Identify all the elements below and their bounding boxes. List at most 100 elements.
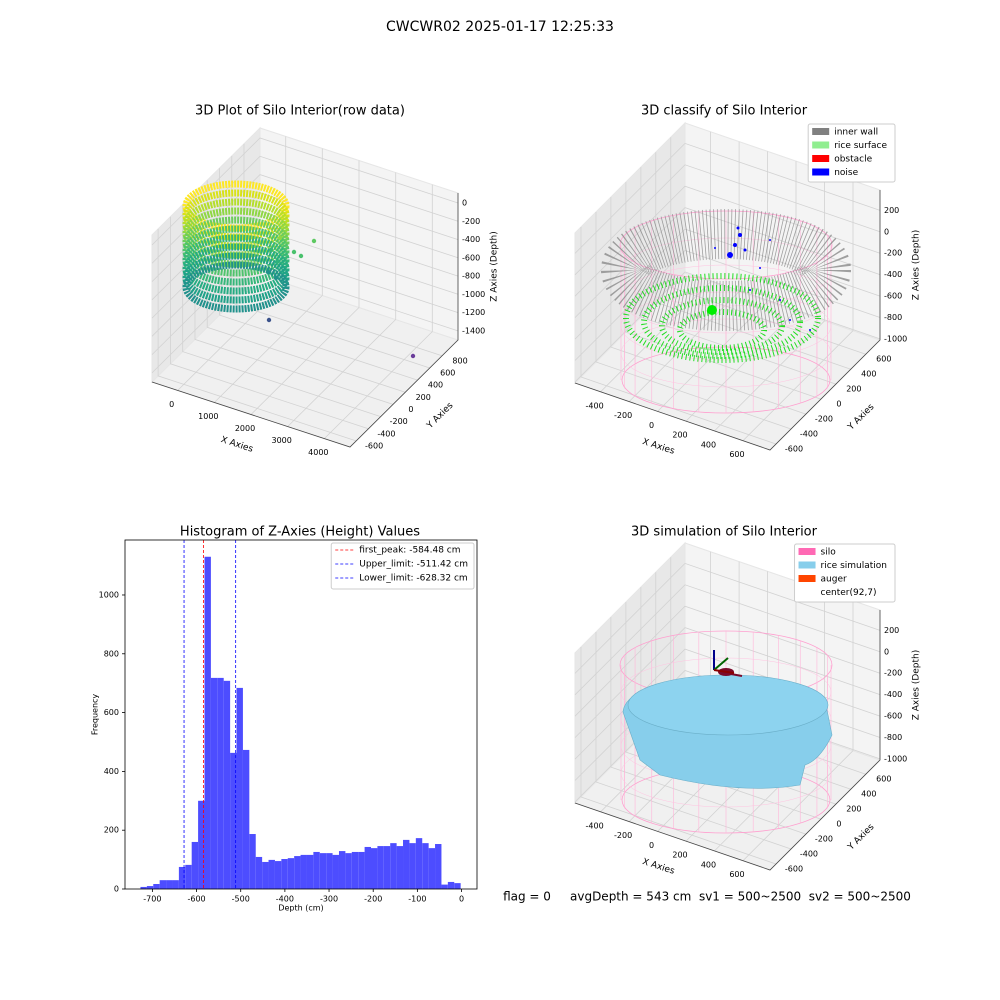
z-tick-label: -200 [884,669,902,678]
noise-point [714,247,716,249]
outlier-point [277,235,283,241]
legend-label: obstacle [834,155,872,165]
legend-box [794,543,896,603]
bar [371,848,378,889]
rice-surface-points [659,297,785,355]
y-tick-label: 800 [452,356,467,365]
outlier-point [266,317,272,323]
x-tick-label: 600 [729,450,744,459]
y-tick-label: 0 [836,820,841,829]
bar [403,839,410,889]
legend-swatch [812,155,830,162]
bar [255,856,263,889]
bar [345,853,352,889]
noise-point [779,299,781,301]
axis-line [574,610,881,871]
z-tick-label: -200 [884,249,902,258]
z-tick-label: -1000 [884,334,907,343]
grid-line [580,647,777,865]
x-tick-label: 0 [459,895,464,904]
rice-surface [627,674,829,736]
panel-title: 3D classify of Silo Interior [641,104,808,119]
x-tick-label: 4000 [308,448,328,457]
bar [178,866,186,889]
z-tick-label: -1000 [462,290,485,299]
z-tick-label: -400 [884,270,902,279]
z-tick-label: 200 [884,206,899,215]
x-tick-label: -700 [143,895,161,904]
y-tick-label: 0 [114,885,119,894]
outlier-point [274,259,280,265]
y-tick-label: 200 [846,385,861,394]
grid-line [214,148,323,403]
silo-ring [620,264,832,334]
axis-arrow [713,657,729,671]
noise-point [759,267,761,269]
bar [191,841,199,889]
figure-title: CWCWR02 2025-01-17 12:25:33 [386,19,614,35]
grid-line [580,227,777,445]
legend-label: rice simulation [821,561,887,571]
x-tick-label: -200 [364,895,382,904]
y-tick-label: 1000 [99,590,119,599]
grid-line [574,271,881,383]
x-tick-label: -600 [187,895,205,904]
bar [274,861,282,889]
x-tick-label: -200 [614,411,632,420]
rice-surface-points [623,273,821,363]
grid-line [574,142,881,254]
x-tick-label: 600 [729,870,744,879]
outlier-point [410,353,416,359]
bar [390,843,397,889]
x-tick-label: 0 [169,400,174,409]
bar [166,880,173,889]
x-tick-label: -400 [276,895,294,904]
legend-label: first_peak: -584.48 cm [359,546,460,556]
plot-frame [124,539,478,890]
noise-point [727,252,733,258]
bar [338,851,346,889]
y-tick-label: 0 [836,400,841,409]
grid-line [574,605,881,717]
bar [441,884,448,889]
x-tick-label: 1000 [198,412,218,421]
bar [172,880,179,889]
bar [242,749,250,889]
bar [294,856,301,889]
bar [236,687,243,889]
grid-line [574,185,881,297]
bar [217,677,224,889]
x-tick-label: -100 [408,895,426,904]
bar [185,864,192,889]
grid-line [685,161,797,422]
z-tick-label: -200 [462,217,480,226]
bar [351,851,359,889]
z-tick-label: -800 [462,272,480,281]
bar [364,846,372,889]
outlier-point [298,253,304,259]
z-tick-label: -400 [884,690,902,699]
noise-point [738,233,742,237]
bar [140,886,147,889]
y-tick-label: -600 [785,445,803,454]
z-tick-label: -600 [884,712,902,721]
axis-line [151,193,459,448]
x-tick-label: -200 [614,831,632,840]
grid-line [742,600,854,861]
z-axis-label: Z Axies (Depth) [490,231,500,302]
outlier-point [265,269,271,275]
grid-line [177,136,287,391]
grid-line [206,180,406,393]
legend-label: center(92,7) [821,588,877,598]
plot-content [182,180,851,834]
grid-line [250,160,360,415]
grid-line [169,216,369,430]
z-tick-label: -600 [884,292,902,301]
panel-title: 3D Plot of Silo Interior(row data) [195,104,405,119]
z-tick-label: 200 [884,626,899,635]
z-tick-label: 0 [884,227,889,236]
y-tick-label: -400 [377,429,395,438]
bar [409,843,416,889]
noise-point [789,319,791,321]
